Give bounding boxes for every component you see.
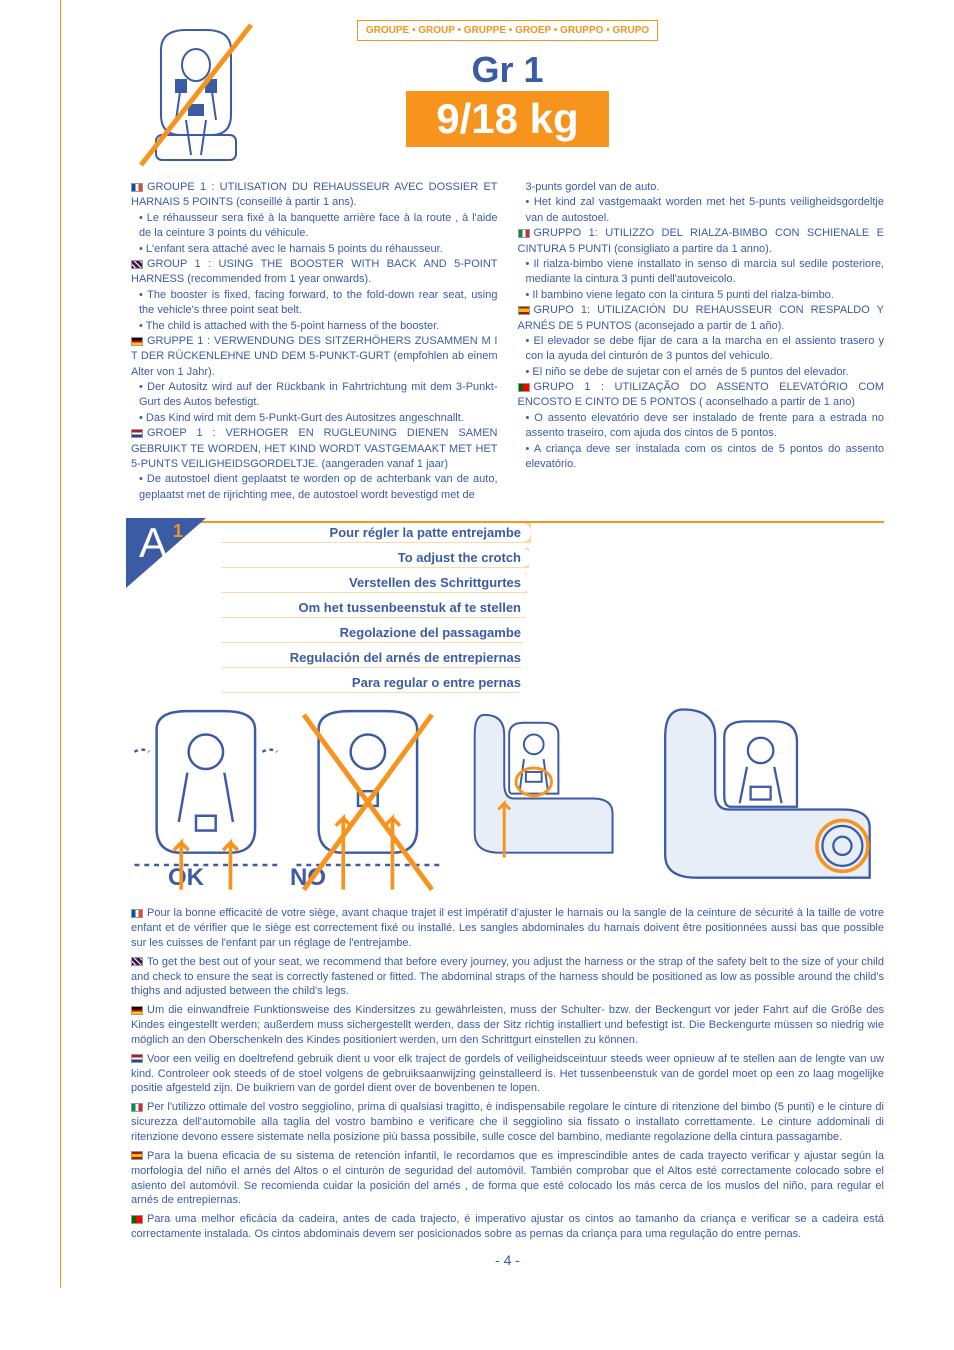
- section-title: Om het tussenbeenstuk af te stellen: [221, 598, 531, 617]
- instruction-bullet: • Das Kind wird mit dem 5-Punkt-Gurt des…: [131, 411, 498, 426]
- flag-de-icon: [131, 337, 143, 346]
- instruction-bullet: • Der Autositz wird auf der Rückbank in …: [131, 380, 498, 411]
- bottom-paragraph: Pour la bonne efficacité de votre siège,…: [131, 906, 884, 951]
- section-a: A 1 Pour régler la patte entrejambe To ad…: [131, 521, 884, 892]
- instruction-bullet: • Il rialza-bimbo viene installato in se…: [518, 257, 885, 288]
- instruction-bullet: • A criança deve ser instalada com os ci…: [518, 442, 885, 473]
- flag-fr-icon: [131, 183, 143, 192]
- section-title: Regulación del arnés de entrepiernas: [221, 648, 531, 667]
- section-title: Pour régler la patte entrejambe: [221, 523, 531, 542]
- flag-nl-icon: [131, 429, 143, 438]
- instruction-bullet: • El elevador se debe fijar de cara a la…: [518, 334, 885, 365]
- flag-es-icon: [518, 306, 530, 315]
- instruction-heading: GROEP 1 : VERHOGER EN RUGLEUNING DIENEN …: [131, 426, 498, 472]
- bottom-paragraph: Um die einwandfreie Funktionsweise des K…: [131, 1003, 884, 1048]
- diagram-seat-side: [454, 704, 633, 864]
- page-number: - 4 -: [131, 1252, 884, 1268]
- instruction-bullet: • El niño se debe de sujetar con el arné…: [518, 365, 885, 380]
- section-number: 1: [173, 521, 183, 542]
- section-title: Para regular o entre pernas: [221, 673, 531, 692]
- instruction-bullet: • Il bambino viene legato con la cintura…: [518, 288, 885, 303]
- instruction-heading: GRUPO 1: UTILIZACIÓN DU REHAUSSEUR CON R…: [518, 303, 885, 334]
- instruction-bullet: • Le réhausseur sera fixé à la banquette…: [131, 211, 498, 242]
- group-number: Gr 1: [471, 49, 543, 91]
- diagram-seat-large: [646, 704, 884, 864]
- group-label: GROUPE • GROUP • GRUPPE • GROEP • GRUPPO…: [357, 20, 658, 41]
- section-title: Verstellen des Schrittgurtes: [221, 573, 531, 592]
- section-letter: A: [139, 519, 167, 567]
- flag-de-icon: [131, 1006, 143, 1015]
- instruction-heading: GROUP 1 : USING THE BOOSTER WITH BACK AN…: [131, 257, 498, 288]
- instruction-bullet: • L'enfant sera attaché avec le harnais …: [131, 242, 498, 257]
- bottom-paragraph: Para uma melhor eficácia da cadeira, ant…: [131, 1212, 884, 1242]
- bottom-paragraph: Per l'utilizzo ottimale del vostro seggi…: [131, 1100, 884, 1145]
- instruction-columns: GROUPE 1 : UTILISATION DU REHAUSSEUR AVE…: [131, 180, 884, 503]
- flag-it-icon: [518, 229, 530, 238]
- flag-pt-icon: [131, 1215, 143, 1224]
- instruction-heading: GROUPE 1 : UTILISATION DU REHAUSSEUR AVE…: [131, 180, 498, 211]
- instruction-heading: GRUPPO 1: UTILIZZO DEL RIALZA-BIMBO CON …: [518, 226, 885, 257]
- instruction-bullet: • De autostoel dient geplaatst te worden…: [131, 472, 498, 503]
- flag-fr-icon: [131, 909, 143, 918]
- flag-es-icon: [131, 1151, 143, 1160]
- instruction-bullet: 3-punts gordel van de auto.: [518, 180, 885, 195]
- diagram-no: [293, 704, 443, 864]
- flag-nl-icon: [131, 1054, 143, 1063]
- instruction-bullet: • The child is attached with the 5-point…: [131, 319, 498, 334]
- bottom-paragraph: To get the best out of your seat, we rec…: [131, 955, 884, 1000]
- section-title: Regolazione del passagambe: [221, 623, 531, 642]
- diagram-ok: [131, 704, 281, 864]
- flag-pt-icon: [518, 383, 530, 392]
- instruction-bullet: • The booster is fixed, facing forward, …: [131, 288, 498, 319]
- instruction-heading: GRUPO 1 : UTILIZAÇÃO DO ASSENTO ELEVATÓR…: [518, 380, 885, 411]
- flag-it-icon: [131, 1103, 143, 1112]
- bottom-paragraphs: Pour la bonne efficacité de votre siège,…: [131, 906, 884, 1242]
- instruction-bullet: • Het kind zal vastgemaakt worden met he…: [518, 195, 885, 226]
- diagram-row: [131, 704, 884, 864]
- instruction-bullet: • O assento elevatório deve ser instalad…: [518, 411, 885, 442]
- header: GROUPE • GROUP • GRUPPE • GROEP • GRUPPO…: [131, 20, 884, 170]
- instruction-heading: GRUPPE 1 : VERWENDUNG DES SITZERHÖHERS Z…: [131, 334, 498, 380]
- flag-gb-icon: [131, 957, 143, 966]
- weight-range: 9/18 kg: [406, 91, 608, 147]
- bottom-paragraph: Para la buena eficacia de su sistema de …: [131, 1149, 884, 1208]
- bottom-paragraph: Voor een veilig en doeltrefend gebruik d…: [131, 1052, 884, 1097]
- flag-gb-icon: [131, 260, 143, 269]
- seat-icon: [131, 20, 261, 170]
- section-title: To adjust the crotch: [221, 548, 531, 567]
